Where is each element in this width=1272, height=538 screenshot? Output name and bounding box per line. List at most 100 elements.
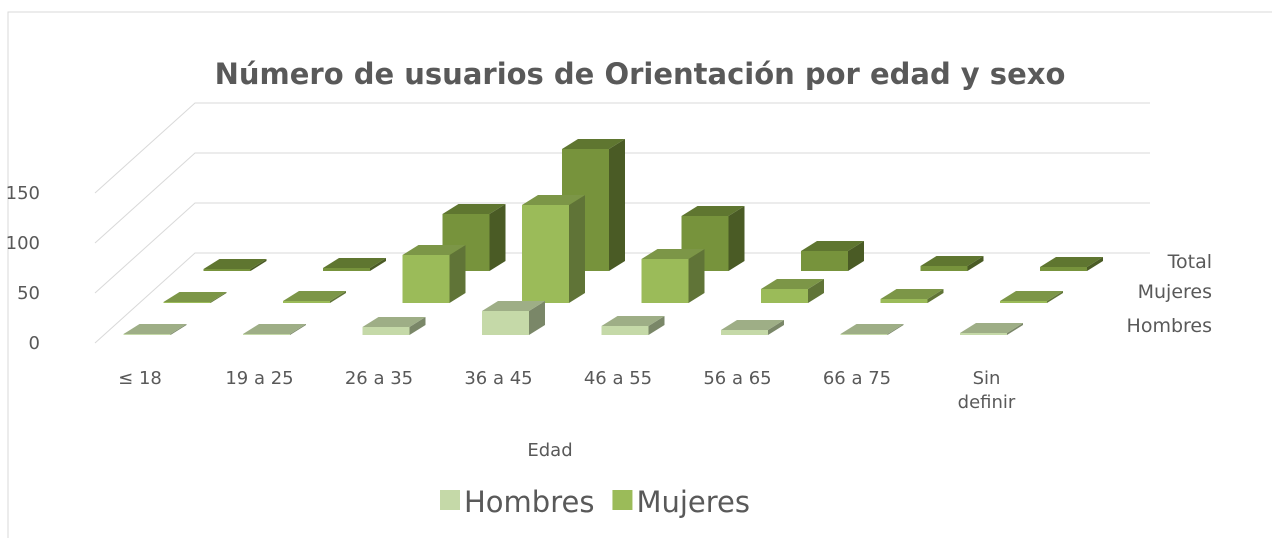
bar-front xyxy=(283,301,330,303)
bar xyxy=(840,324,904,335)
bar-top xyxy=(920,256,984,266)
grid-line xyxy=(94,152,1150,244)
bar xyxy=(243,324,306,335)
bar-front xyxy=(801,251,848,271)
bar-top xyxy=(442,204,506,214)
bar-top xyxy=(880,289,944,299)
bar-top xyxy=(801,241,864,251)
bar-top xyxy=(362,317,426,327)
bar xyxy=(163,292,227,303)
x-axis-title: Edad xyxy=(527,440,572,461)
bar-front xyxy=(163,302,211,303)
bar-side xyxy=(409,317,426,335)
bar-top xyxy=(203,259,267,269)
bar-front xyxy=(960,333,1007,335)
bar-front xyxy=(641,259,689,303)
bar-side xyxy=(887,324,904,335)
bar xyxy=(761,279,824,303)
bar-side xyxy=(569,195,585,303)
legend-swatch xyxy=(612,490,633,510)
bar-side xyxy=(330,291,346,303)
bar xyxy=(522,195,585,303)
bar xyxy=(1040,257,1103,271)
bar-front xyxy=(482,311,529,335)
bar-top xyxy=(681,206,745,216)
bar-top xyxy=(482,301,545,311)
chart-border xyxy=(7,11,1272,538)
bar-front xyxy=(840,334,888,335)
bar-front xyxy=(522,205,569,303)
bar xyxy=(1000,291,1063,303)
bar-top xyxy=(761,279,824,289)
bar-side xyxy=(529,301,545,335)
bar xyxy=(721,320,784,335)
bar-top xyxy=(1000,291,1063,301)
legend-swatch xyxy=(440,490,460,510)
legend-label: Mujeres xyxy=(636,485,750,519)
bar-top xyxy=(721,320,784,330)
bar-side xyxy=(1047,291,1063,303)
bar-top xyxy=(641,249,705,259)
bar-front xyxy=(1040,267,1087,271)
y-tick-label: 50 xyxy=(17,283,40,304)
x-tick-label: 36 a 45 xyxy=(464,368,533,389)
bar-top xyxy=(163,292,227,302)
bar-top xyxy=(1040,257,1103,267)
x-tick-label: 46 a 55 xyxy=(583,368,653,389)
y-tick-label: 0 xyxy=(29,333,40,354)
bar-front xyxy=(323,268,370,271)
bar-front xyxy=(243,334,290,335)
bar-side xyxy=(609,139,625,271)
bar-side xyxy=(927,289,944,303)
bar xyxy=(402,245,466,303)
bar-side xyxy=(489,204,506,271)
x-tick-label: 56 a 65 xyxy=(703,368,772,389)
bar xyxy=(283,291,346,303)
bar-top xyxy=(601,316,665,326)
depth-label: Hombres xyxy=(1127,315,1212,337)
bar xyxy=(681,206,745,271)
bar-top xyxy=(123,324,187,334)
bar-top xyxy=(243,324,306,334)
x-tick-label: 66 a 75 xyxy=(822,368,892,389)
bar-top xyxy=(960,323,1023,333)
bar-side xyxy=(210,292,227,303)
bar-side xyxy=(1007,323,1023,335)
bar-top xyxy=(522,195,585,205)
bar-front xyxy=(1000,301,1047,303)
y-tick-label: 100 xyxy=(6,233,40,254)
bar-side xyxy=(648,316,665,335)
bar xyxy=(442,204,506,271)
bar-side xyxy=(170,324,187,335)
bar xyxy=(601,316,665,335)
x-tick-label: 19 a 25 xyxy=(225,368,294,389)
bar-front xyxy=(721,330,768,335)
bar-top xyxy=(402,245,466,255)
bar-top xyxy=(283,291,346,301)
bar xyxy=(482,301,545,335)
bar-side xyxy=(967,256,984,271)
bar-top xyxy=(562,139,625,149)
chart-title: Número de usuarios de Orientación por ed… xyxy=(215,57,1066,91)
x-tick-label: Sin definir xyxy=(957,368,1016,413)
legend-label: Hombres xyxy=(464,485,594,519)
bar-front xyxy=(362,327,410,335)
depth-label: Total xyxy=(1167,251,1212,273)
bar-front xyxy=(402,255,450,303)
bar-front xyxy=(203,269,251,271)
bar-side xyxy=(728,206,745,271)
bar-front xyxy=(920,266,968,271)
x-tick-label: 26 a 35 xyxy=(344,368,414,389)
bar xyxy=(362,317,426,335)
bar xyxy=(203,259,267,271)
bar xyxy=(880,289,944,303)
bar-front xyxy=(761,289,808,303)
bar xyxy=(920,256,984,271)
bar xyxy=(801,241,864,271)
bar-front xyxy=(880,299,928,303)
bar xyxy=(641,249,705,303)
bar-top xyxy=(323,258,386,268)
x-tick-label: ≤ 18 xyxy=(118,368,162,389)
grid-line xyxy=(94,202,1150,294)
